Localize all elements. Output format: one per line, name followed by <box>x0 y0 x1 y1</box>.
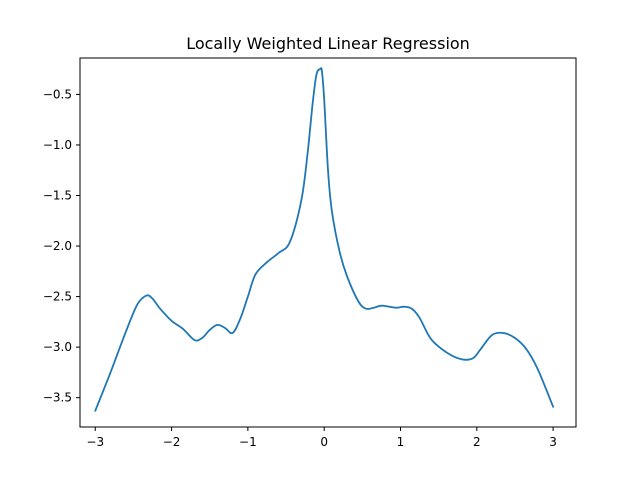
y-tick-label: −2.5 <box>43 290 72 304</box>
y-axis: −3.5 −3.0 −2.5 −2.0 −1.5 −1.0 −0.5 <box>43 87 80 405</box>
chart-title: Locally Weighted Linear Regression <box>186 34 470 53</box>
x-tick-label: 1 <box>397 435 405 449</box>
y-tick-label: −1.5 <box>43 188 72 202</box>
x-tick-label: 0 <box>320 435 328 449</box>
x-tick-label: 2 <box>473 435 481 449</box>
axes-frame <box>79 57 577 428</box>
y-tick-label: −3.0 <box>43 340 72 354</box>
x-tick-label: −3 <box>86 435 104 449</box>
regression-curve-line <box>94 67 555 412</box>
y-tick-label: −0.5 <box>43 87 72 101</box>
y-tick-label: −3.5 <box>43 391 72 405</box>
y-tick-label: −1.0 <box>43 138 72 152</box>
y-tick-label: −2.0 <box>43 239 72 253</box>
x-tick-label: 3 <box>549 435 557 449</box>
plot-area <box>94 67 555 412</box>
x-tick-label: −1 <box>239 435 257 449</box>
x-tick-label: −2 <box>163 435 181 449</box>
x-axis: −3 −2 −1 0 1 2 3 <box>86 427 557 449</box>
